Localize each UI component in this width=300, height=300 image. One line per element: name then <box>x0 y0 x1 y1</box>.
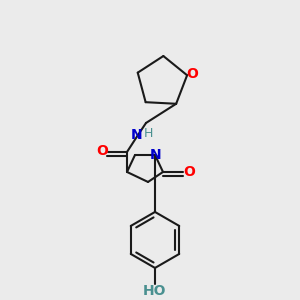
Text: N: N <box>131 128 143 142</box>
Text: N: N <box>150 148 162 162</box>
Text: O: O <box>96 144 108 158</box>
Text: O: O <box>186 67 198 81</box>
Text: HO: HO <box>143 284 167 298</box>
Text: O: O <box>183 165 195 179</box>
Text: H: H <box>143 128 153 140</box>
